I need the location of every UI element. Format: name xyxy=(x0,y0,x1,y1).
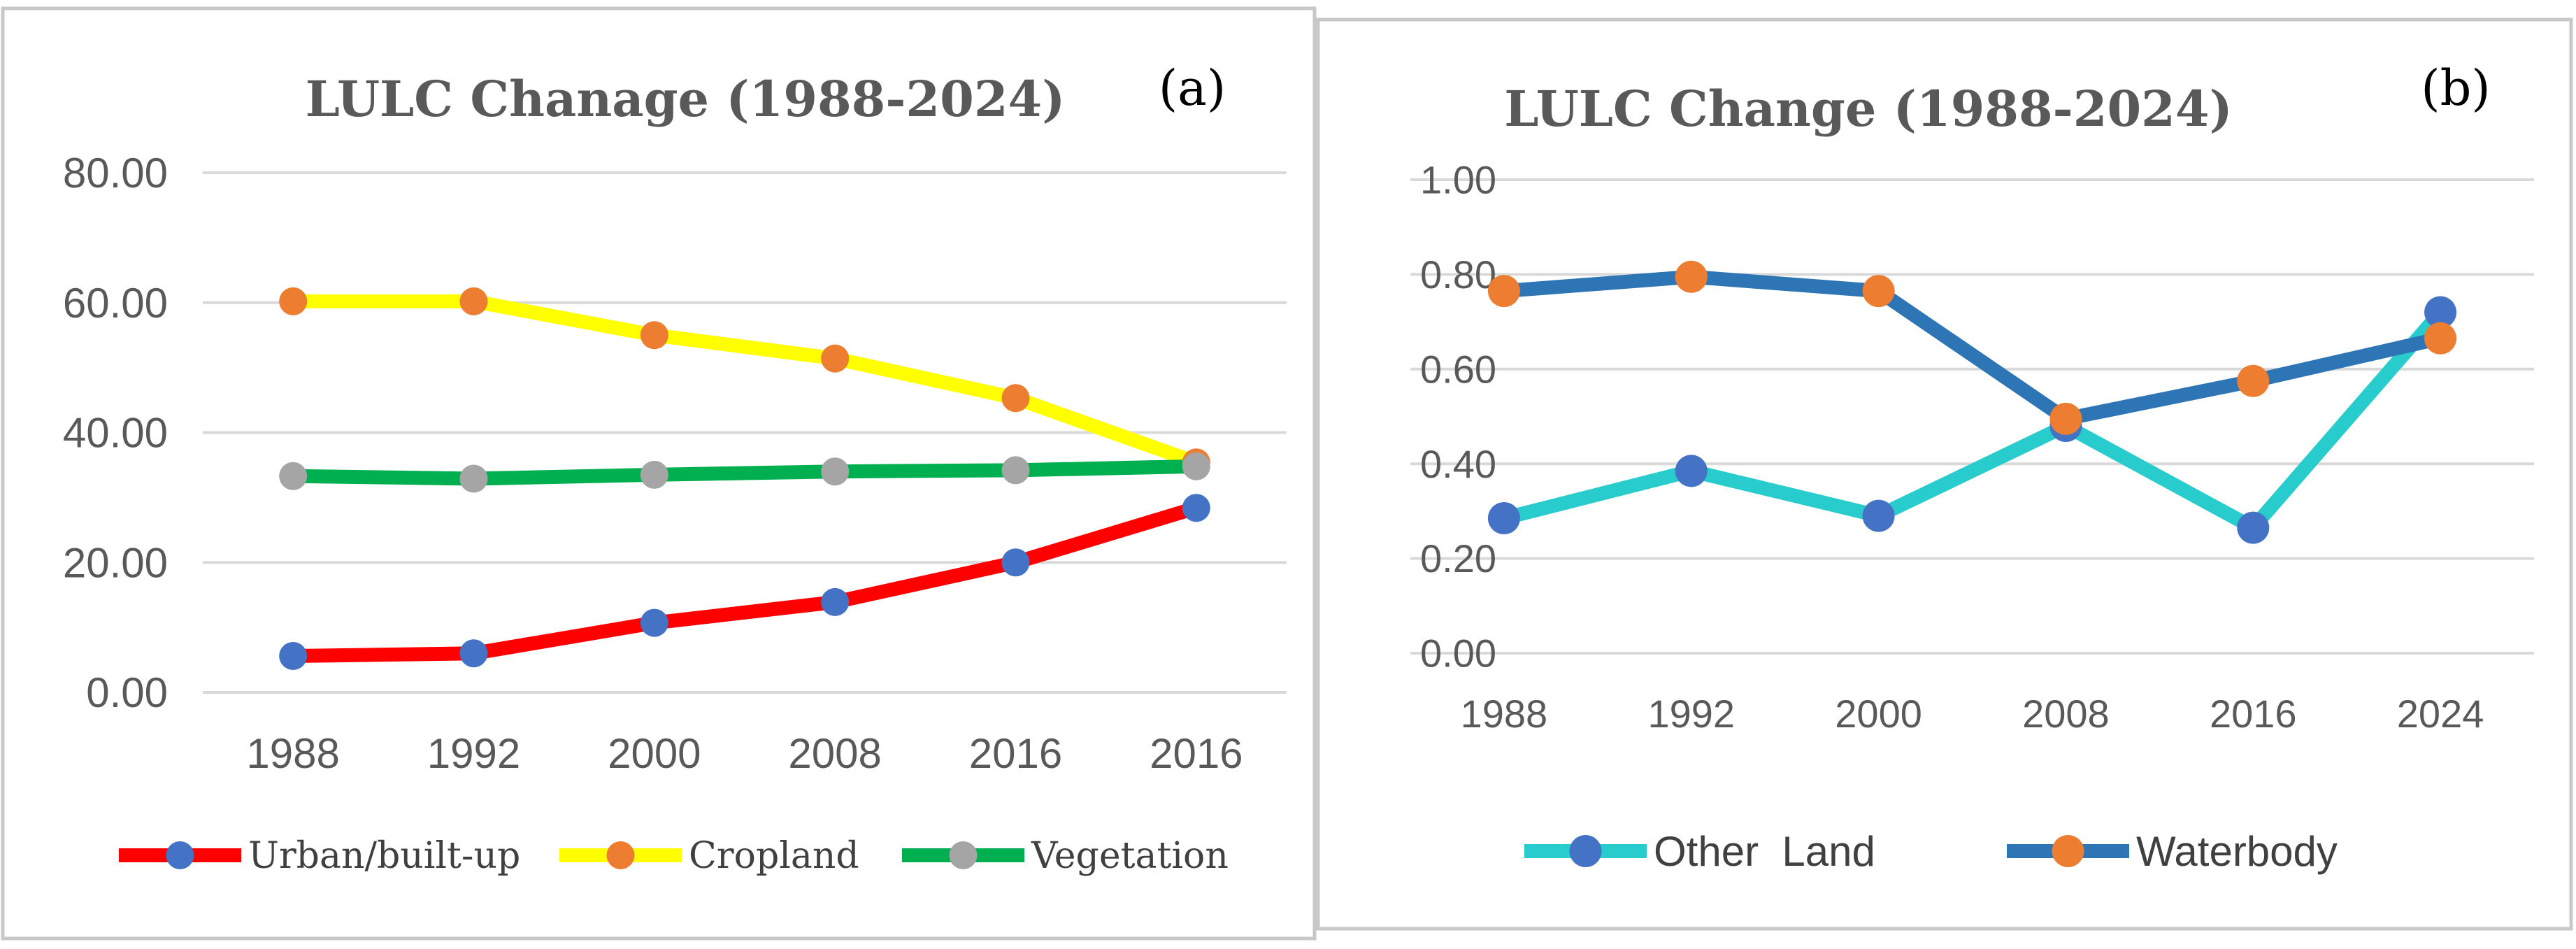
chart-panel-a: LULC Chanage (1988-2024) (a) 0.00 20.00 40… xyxy=(1,6,1317,941)
data-point xyxy=(459,287,488,315)
data-point xyxy=(2049,402,2082,435)
y-tick-label: 60.00 xyxy=(63,280,168,327)
legend-marker xyxy=(1569,835,1602,867)
data-point xyxy=(279,287,308,315)
y-tick-label: 0.80 xyxy=(1420,252,1496,297)
data-point xyxy=(2237,364,2270,397)
panel-b-legend: Other Land Waterbody xyxy=(1524,828,2338,875)
chart-panel-b: LULC Change (1988-2024) (b) 0.00 0.20 0.40… xyxy=(1316,17,2573,931)
data-point xyxy=(640,608,668,637)
data-point xyxy=(1487,502,1520,535)
x-tick-label: 2000 xyxy=(1835,692,1922,736)
y-tick-label: 0.00 xyxy=(1420,632,1496,676)
data-point xyxy=(1182,452,1210,480)
x-tick-label: 1992 xyxy=(1647,692,1735,736)
x-tick-label: 1992 xyxy=(427,730,520,777)
data-point xyxy=(821,587,850,616)
legend-label: Cropland xyxy=(689,835,859,877)
y-tick-label: 20.00 xyxy=(63,539,168,586)
data-point xyxy=(2424,322,2457,355)
x-tick-label: 1988 xyxy=(246,730,339,777)
panel-a-y-tick-labels: 0.00 20.00 40.00 60.00 80.00 xyxy=(63,150,168,716)
data-point xyxy=(1862,499,1895,532)
data-point xyxy=(1001,384,1030,413)
data-point xyxy=(640,321,668,350)
panel-a-label: (a) xyxy=(1159,59,1226,117)
data-point xyxy=(821,344,850,373)
panel-b-label: (b) xyxy=(2421,59,2490,117)
x-tick-label: 1988 xyxy=(1461,692,1548,736)
panel-b-y-tick-labels: 0.00 0.20 0.40 0.60 0.80 1.00 xyxy=(1420,158,1496,676)
data-point xyxy=(1675,455,1708,487)
y-tick-label: 0.20 xyxy=(1420,536,1496,580)
x-tick-label: 2008 xyxy=(2022,692,2110,736)
legend-marker xyxy=(2052,835,2084,867)
legend-label: Vegetation xyxy=(1031,835,1229,877)
x-tick-label: 2008 xyxy=(788,730,881,777)
x-tick-label: 2016 xyxy=(2210,692,2297,736)
y-tick-label: 40.00 xyxy=(63,410,168,457)
panel-b-series xyxy=(1487,260,2457,544)
data-point xyxy=(2424,296,2457,329)
panel-a-legend: Urban/built-up Cropland Vegetation xyxy=(119,835,1229,877)
data-point xyxy=(279,641,308,670)
series-line xyxy=(286,294,1203,470)
data-point xyxy=(279,462,308,490)
panel-b-border xyxy=(1316,17,2573,931)
data-point xyxy=(459,464,488,493)
legend-label: Other Land xyxy=(1654,828,1875,875)
panel-a-series xyxy=(279,287,1210,670)
data-point xyxy=(2237,511,2270,544)
y-tick-label: 0.40 xyxy=(1420,442,1496,486)
y-tick-label: 0.60 xyxy=(1420,347,1496,391)
x-tick-label: 2024 xyxy=(2397,692,2484,736)
legend-label: Urban/built-up xyxy=(248,835,520,877)
series-line xyxy=(1496,269,2448,426)
data-point xyxy=(1001,456,1030,485)
series-line xyxy=(286,459,1203,486)
legend-label: Waterbody xyxy=(2136,828,2338,875)
x-tick-label: 2016 xyxy=(1150,730,1243,777)
data-point xyxy=(640,460,668,489)
data-point xyxy=(1487,275,1520,308)
panel-b-title: LULC Change (1988-2024) xyxy=(1504,80,2232,138)
x-tick-label: 2000 xyxy=(608,730,701,777)
data-point xyxy=(459,639,488,668)
legend-marker xyxy=(606,841,635,869)
y-tick-label: 80.00 xyxy=(63,150,168,197)
x-tick-label: 2016 xyxy=(969,730,1062,777)
series-line xyxy=(1496,305,2448,535)
legend-marker xyxy=(949,841,978,869)
panel-b-x-tick-labels: 1988 1992 2000 2008 2016 2024 xyxy=(1461,692,2484,736)
panel-a-title: LULC Chanage (1988-2024) xyxy=(306,70,1066,128)
legend-marker xyxy=(166,841,194,869)
data-point xyxy=(1001,548,1030,577)
data-point xyxy=(1862,275,1895,308)
data-point xyxy=(1675,260,1708,293)
data-point xyxy=(1182,494,1210,522)
y-tick-label: 1.00 xyxy=(1420,158,1496,202)
panel-a-gridlines xyxy=(203,171,1287,694)
y-tick-label: 0.00 xyxy=(86,669,168,716)
series-line xyxy=(286,501,1203,663)
data-point xyxy=(821,457,850,486)
panel-a-x-tick-labels: 1988 1992 2000 2008 2016 2016 xyxy=(246,730,1243,777)
